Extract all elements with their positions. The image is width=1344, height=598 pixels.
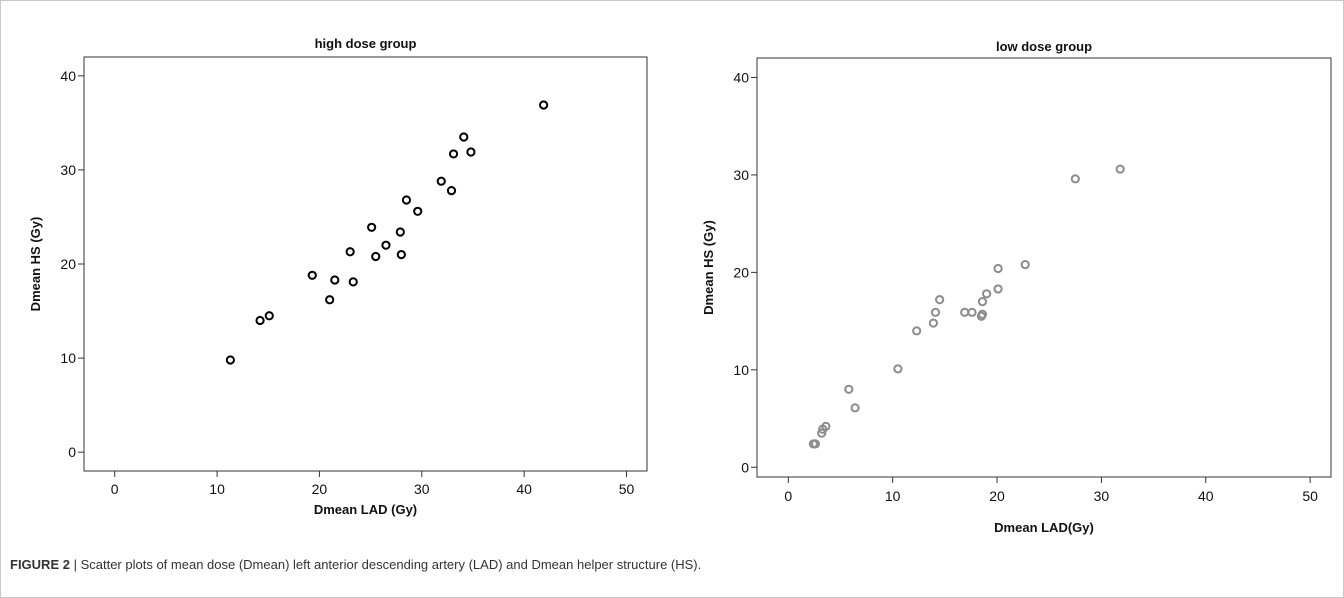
chart-2-data-point (930, 307, 941, 317)
chart-2-data-point (844, 384, 854, 394)
chart-2-data-point (817, 428, 827, 438)
chart-2-y-tick-label: 20 (733, 264, 749, 280)
chart-2-title: low dose group (996, 39, 1092, 54)
chart-1-data-point (466, 147, 476, 157)
chart-2-data-point (928, 318, 938, 328)
chart-2-y-tick-label: 0 (741, 459, 749, 475)
chart-1-data-point (307, 270, 317, 280)
chart-1-plot-frame (83, 56, 648, 472)
chart-2-x-axis-label: Dmean LAD(Gy) (994, 520, 1094, 535)
chart-2-data-point (1115, 164, 1125, 174)
chart-2-x-tick-label: 20 (989, 488, 1005, 504)
chart-1-data-point (367, 222, 377, 232)
figure-caption: FIGURE 2 | Scatter plots of mean dose (D… (10, 557, 701, 572)
chart-2-y-tick-label: 10 (733, 362, 749, 378)
chart-2-y-tick-label: 40 (733, 69, 749, 85)
chart-2-data-point (977, 297, 988, 307)
chart-2-data-point (960, 307, 970, 317)
chart-2-data-point (993, 263, 1003, 274)
chart-1-data-point (381, 240, 391, 250)
chart-2-data-point (935, 295, 945, 305)
chart-1-y-tick-label: 20 (60, 256, 76, 272)
chart-1-data-point (396, 249, 406, 260)
chart-2-plot-frame (756, 57, 1332, 478)
chart-1-data-point (325, 295, 335, 305)
chart-2-data-point (1020, 259, 1030, 270)
chart-2-x-tick-label: 30 (1094, 488, 1110, 504)
chart-1-y-tick-label: 0 (68, 444, 76, 460)
chart-2-data-point (1070, 174, 1080, 184)
chart-1-data-point (395, 227, 405, 237)
chart-2-x-tick-label: 10 (885, 488, 901, 504)
chart-1-x-tick-label: 0 (111, 481, 119, 497)
chart-1-data-point (436, 176, 446, 186)
chart-2-y-tick-label: 30 (733, 167, 749, 183)
chart-2-data-point (993, 284, 1003, 294)
caption-text: Scatter plots of mean dose (Dmean) left … (80, 557, 702, 572)
chart-1-data-point (264, 311, 274, 321)
chart-1-data-point (330, 275, 340, 285)
chart-1-data-point (459, 132, 469, 142)
chart-1-data-point (255, 315, 265, 326)
chart-1-data-point (345, 247, 355, 257)
chart-1-x-tick-label: 40 (516, 481, 532, 497)
chart-2-data-point (893, 364, 903, 374)
chart-2-data-point (982, 289, 992, 299)
chart-2-data-point (810, 439, 821, 449)
chart-1-y-axis-label: Dmean HS (Gy) (28, 217, 43, 312)
chart-1-x-tick-label: 30 (414, 481, 430, 497)
caption-label: FIGURE 2 (10, 557, 70, 572)
chart-2-data-point (821, 421, 831, 431)
chart-1-title: high dose group (315, 36, 417, 51)
chart-1-y-tick-label: 10 (60, 350, 76, 366)
chart-2-data-point (850, 403, 860, 413)
chart-1-y-tick-label: 40 (60, 68, 76, 84)
chart-1-data-point (348, 277, 358, 287)
chart-2-data-point (967, 307, 977, 317)
chart-1-data-point (371, 251, 381, 262)
chart-1-data-point (225, 355, 235, 365)
chart-2-x-tick-label: 50 (1302, 488, 1318, 504)
chart-1-data-point (401, 195, 412, 205)
chart-2-y-axis-label: Dmean HS (Gy) (701, 220, 716, 315)
chart-1-data-point (413, 206, 423, 216)
chart-1-x-axis-label: Dmean LAD (Gy) (314, 502, 417, 517)
chart-1-data-point (446, 186, 457, 196)
chart-2-x-tick-label: 40 (1198, 488, 1214, 504)
chart-1-x-tick-label: 10 (209, 481, 225, 497)
caption-separator: | (69, 557, 81, 572)
chart-1-data-point (448, 149, 459, 159)
chart-1-data-point (539, 100, 549, 110)
chart-2-x-tick-label: 0 (784, 488, 792, 504)
chart-2-data-point (912, 326, 922, 336)
chart-2-data-point (977, 309, 988, 319)
chart-1-x-tick-label: 50 (619, 481, 635, 497)
chart-1-x-tick-label: 20 (312, 481, 328, 497)
chart-1-y-tick-label: 30 (60, 162, 76, 178)
